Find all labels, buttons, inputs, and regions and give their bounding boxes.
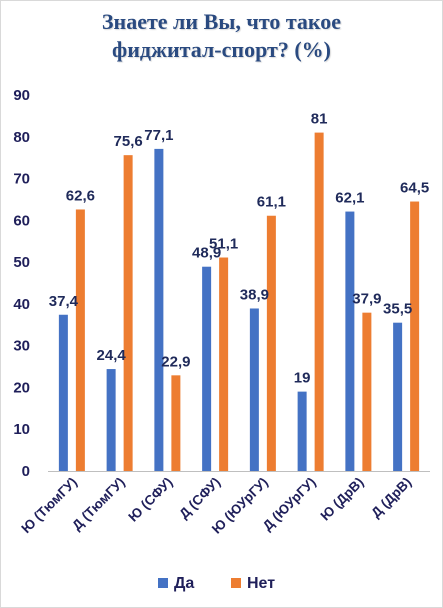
y-tick-label: 0 [22, 463, 30, 480]
bar-net [75, 209, 85, 471]
bar-da [58, 314, 68, 471]
data-label: 75,6 [114, 133, 143, 150]
bar-da [249, 308, 259, 471]
y-tick-label: 30 [13, 338, 30, 355]
x-tick-label: Д (ДрВ) [368, 475, 414, 521]
bar-net [123, 155, 133, 471]
chart-title-line-1: Знаете ли Вы, что такое [101, 9, 342, 34]
bar-net [362, 312, 372, 471]
bar-da [106, 369, 116, 471]
data-label: 35,5 [383, 301, 412, 318]
data-label: 37,9 [352, 291, 381, 308]
bar-da [154, 148, 164, 472]
data-label: 51,1 [209, 236, 238, 253]
data-label: 22,9 [161, 353, 190, 370]
data-label: 24,4 [97, 347, 127, 364]
legend: Да Нет [158, 575, 275, 592]
x-tick-label: Ю (ДрВ) [318, 475, 367, 524]
plot-area: 0 10 20 30 40 50 60 70 80 90 37,4 24,4 77,1 48,9 38,9 1… [13, 87, 430, 537]
data-label: 81 [311, 111, 328, 128]
y-tick-label: 70 [13, 171, 30, 188]
y-tick-label: 40 [13, 296, 30, 313]
legend-swatch [158, 578, 168, 588]
y-tick-label: 20 [13, 379, 30, 396]
legend-label: Да [174, 575, 194, 592]
chart-title-line-2: фиджитал-спорт? (%) [112, 37, 331, 62]
bar-net [171, 375, 181, 471]
y-tick-label: 90 [13, 87, 30, 104]
bar-da [393, 322, 403, 471]
data-label: 37,4 [49, 293, 79, 310]
bar-net [410, 201, 420, 472]
data-label: 38,9 [240, 286, 269, 303]
y-tick-label: 10 [13, 421, 30, 438]
data-label: 19 [294, 370, 311, 387]
x-tick-label: Ю (ТюмГУ) [18, 475, 80, 537]
bar-da [345, 211, 355, 471]
y-tick-label: 50 [13, 254, 30, 271]
x-tick-label: Д (СФУ) [176, 475, 223, 522]
data-label: 64,5 [400, 180, 429, 197]
bar-da [297, 391, 307, 471]
data-label: 62,6 [66, 187, 95, 204]
data-label: 61,1 [257, 194, 286, 211]
y-tick-label: 80 [13, 129, 30, 146]
legend-swatch [231, 578, 241, 588]
chart-title: Знаете ли Вы, что такое фиджитал-спорт? … [0, 8, 443, 64]
y-tick-label: 60 [13, 212, 30, 229]
bar-da [202, 266, 212, 471]
data-label: 48,9 [192, 245, 221, 262]
x-tick-label: Ю (СФУ) [125, 475, 175, 525]
data-label: 77,1 [144, 127, 173, 144]
bar-net [314, 132, 324, 471]
legend-label: Нет [247, 575, 275, 592]
bar-net [266, 215, 276, 471]
bar-net [219, 257, 229, 471]
data-label: 62,1 [335, 190, 364, 207]
